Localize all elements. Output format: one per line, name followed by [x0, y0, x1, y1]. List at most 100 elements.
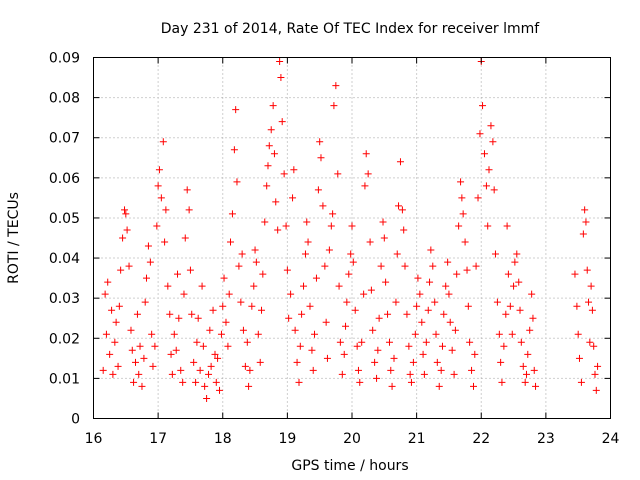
data-point: [458, 194, 466, 202]
data-point: [172, 346, 180, 354]
data-point: [180, 290, 188, 298]
data-point: [577, 378, 585, 386]
data-point: [396, 158, 404, 166]
data-point: [336, 338, 344, 346]
data-point: [419, 350, 427, 358]
data-point: [500, 342, 508, 350]
data-point: [438, 342, 446, 350]
data-point: [390, 354, 398, 362]
data-point: [588, 306, 596, 314]
data-point: [451, 326, 459, 334]
data-point: [393, 250, 401, 258]
data-point: [349, 258, 357, 266]
data-point: [193, 338, 201, 346]
data-point: [532, 382, 540, 390]
data-point: [506, 302, 514, 310]
data-point: [140, 354, 148, 362]
data-point: [426, 278, 434, 286]
x-tick-label: 23: [537, 431, 555, 447]
data-point: [254, 330, 262, 338]
data-point: [332, 82, 340, 90]
data-point: [119, 234, 127, 242]
x-tick-label: 22: [472, 431, 490, 447]
data-point: [590, 342, 598, 350]
data-point: [437, 366, 445, 374]
data-point: [164, 282, 172, 290]
data-point: [585, 298, 593, 306]
data-point: [457, 178, 465, 186]
data-point: [194, 314, 202, 322]
data-point: [130, 378, 138, 386]
data-point: [217, 330, 225, 338]
x-tick-label: 24: [602, 431, 620, 447]
data-point: [455, 222, 463, 230]
data-point: [250, 282, 258, 290]
data-point: [502, 310, 510, 318]
data-point: [159, 138, 167, 146]
data-point: [510, 282, 518, 290]
data-point: [155, 166, 163, 174]
data-point: [380, 234, 388, 242]
data-point: [411, 330, 419, 338]
data-point: [212, 378, 220, 386]
data-point: [127, 326, 135, 334]
data-point: [265, 142, 273, 150]
data-point: [166, 310, 174, 318]
data-point: [132, 358, 140, 366]
data-point: [308, 346, 316, 354]
data-point: [102, 330, 110, 338]
data-point: [356, 378, 364, 386]
y-tick-label: 0.03: [49, 291, 80, 307]
data-point: [511, 258, 519, 266]
data-point: [573, 302, 581, 310]
data-point: [431, 298, 439, 306]
data-point: [407, 378, 415, 386]
data-point: [303, 218, 311, 226]
data-point: [224, 342, 232, 350]
data-point: [480, 150, 488, 158]
data-point: [362, 150, 370, 158]
data-point: [464, 302, 472, 310]
data-point: [420, 370, 428, 378]
data-point: [192, 378, 200, 386]
data-point: [248, 302, 256, 310]
data-point: [136, 342, 144, 350]
data-point: [117, 266, 125, 274]
data-point: [361, 182, 369, 190]
data-point: [228, 210, 236, 218]
data-point: [471, 350, 479, 358]
data-point: [526, 326, 534, 334]
data-point: [422, 338, 430, 346]
data-point: [216, 386, 224, 394]
data-point: [146, 258, 154, 266]
y-tick-label: 0.02: [49, 331, 80, 347]
data-point: [227, 238, 235, 246]
data-point: [530, 366, 538, 374]
x-tick-label: 16: [85, 431, 103, 447]
data-point: [325, 246, 333, 254]
data-point: [274, 226, 282, 234]
data-point: [524, 350, 532, 358]
data-point: [258, 306, 266, 314]
data-point: [138, 382, 146, 390]
data-point: [354, 366, 362, 374]
data-point: [583, 266, 591, 274]
data-point: [487, 122, 495, 130]
y-tick-label: 0.01: [49, 371, 80, 387]
data-point: [330, 102, 338, 110]
data-point: [177, 366, 185, 374]
data-point: [476, 130, 484, 138]
data-point: [243, 338, 251, 346]
data-point: [440, 310, 448, 318]
y-tick-label: 0.07: [49, 131, 80, 147]
data-point: [287, 290, 295, 298]
data-point: [245, 382, 253, 390]
data-points: [99, 58, 602, 402]
data-point: [239, 326, 247, 334]
data-point: [122, 210, 130, 218]
data-point: [190, 358, 198, 366]
data-point: [579, 230, 587, 238]
data-point: [106, 350, 114, 358]
data-point: [179, 378, 187, 386]
y-axis-label: ROTI / TECUs: [6, 192, 22, 284]
